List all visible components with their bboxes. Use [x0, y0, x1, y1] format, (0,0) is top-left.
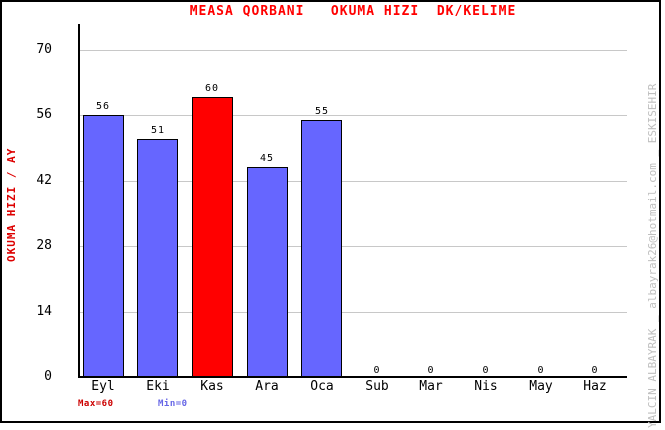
gridline	[79, 115, 627, 116]
author-watermark: YALCIN ALBAYRAK _ albayrak26@hotmail.com…	[646, 83, 659, 428]
x-category-label: Oca	[310, 379, 334, 394]
x-category-label: Ara	[255, 379, 279, 394]
bar	[301, 120, 342, 377]
chart-title: MEASA QORBANI OKUMA HIZI DK/KELIME	[189, 4, 517, 19]
y-axis-line	[78, 24, 80, 378]
gridline	[79, 246, 627, 247]
x-category-label: Eyl	[91, 379, 115, 394]
bar	[83, 115, 124, 377]
y-tick-label: 56	[36, 107, 52, 122]
x-category-label: Kas	[200, 379, 224, 394]
bar	[137, 139, 178, 377]
bar-value-label: 0	[373, 365, 381, 376]
y-tick-label: 14	[36, 304, 52, 319]
y-tick-label: 42	[36, 173, 52, 188]
x-category-label: Eki	[146, 379, 170, 394]
x-category-label: Mar	[419, 379, 443, 394]
y-tick-label: 70	[36, 42, 52, 57]
y-tick-label: 28	[36, 238, 52, 253]
x-category-label: Nis	[474, 379, 498, 394]
bar-value-label: 56	[95, 101, 111, 112]
bar-value-label: 55	[314, 106, 330, 117]
bar-value-label: 0	[482, 365, 490, 376]
bar-value-label: 60	[204, 83, 220, 94]
x-category-label: May	[529, 379, 553, 394]
bar-value-label: 0	[537, 365, 545, 376]
x-category-label: Haz	[583, 379, 607, 394]
bar	[247, 167, 288, 377]
x-category-label: Sub	[365, 379, 389, 394]
gridline	[79, 312, 627, 313]
bar-value-label: 51	[150, 125, 166, 136]
bar-value-label: 45	[259, 153, 275, 164]
x-axis-line	[79, 376, 627, 378]
bar	[192, 97, 233, 377]
bar-value-label: 0	[591, 365, 599, 376]
gridline	[79, 181, 627, 182]
y-tick-label: 0	[44, 369, 52, 384]
bar-value-label: 0	[427, 365, 435, 376]
gridline	[79, 50, 627, 51]
min-value-label: Min=0	[158, 399, 188, 409]
max-value-label: Max=60	[78, 399, 114, 409]
